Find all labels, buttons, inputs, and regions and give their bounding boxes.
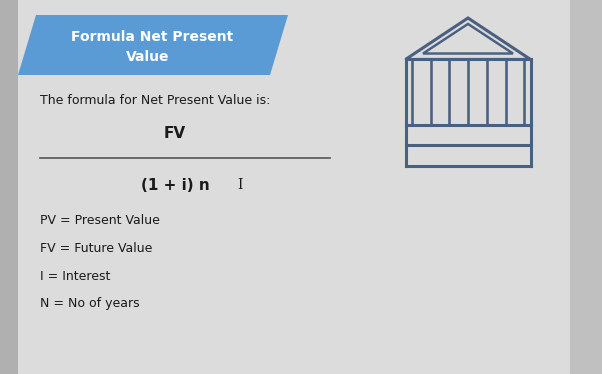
Text: N = No of years: N = No of years <box>40 297 140 310</box>
Text: I = Interest: I = Interest <box>40 270 110 282</box>
Polygon shape <box>570 0 602 374</box>
Polygon shape <box>18 15 288 75</box>
Text: The formula for Net Present Value is:: The formula for Net Present Value is: <box>40 94 270 107</box>
Polygon shape <box>0 0 18 374</box>
Text: FV = Future Value: FV = Future Value <box>40 242 152 254</box>
Text: Value: Value <box>126 50 170 64</box>
Polygon shape <box>18 0 570 374</box>
Text: I: I <box>237 178 243 192</box>
Text: FV: FV <box>164 126 186 141</box>
Text: PV = Present Value: PV = Present Value <box>40 214 160 227</box>
Text: Formula Net Present: Formula Net Present <box>71 30 233 44</box>
Text: (1 + i) n: (1 + i) n <box>141 178 209 193</box>
